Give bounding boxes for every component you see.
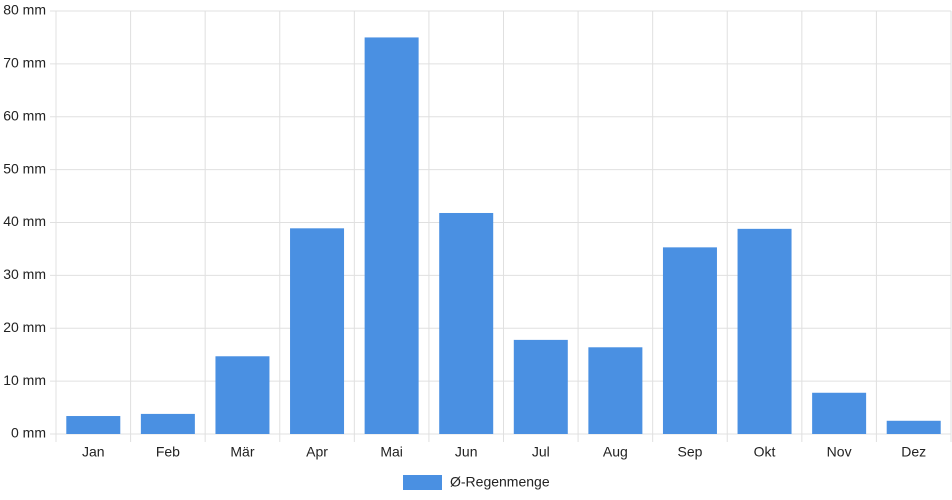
bar (513, 339, 568, 434)
y-tick-label: 70 mm (3, 55, 46, 71)
x-tick-label: Nov (827, 444, 852, 460)
x-tick-label: Aug (603, 444, 628, 460)
x-tick-label: Feb (156, 444, 180, 460)
x-tick-label: Mär (230, 444, 254, 460)
y-tick-label: 40 mm (3, 213, 46, 229)
y-tick-label: 30 mm (3, 266, 46, 282)
x-tick-label: Okt (754, 444, 776, 460)
x-tick-label: Apr (306, 444, 328, 460)
bar (737, 228, 792, 434)
bar (66, 416, 121, 434)
x-tick-label: Jun (455, 444, 478, 460)
x-tick-label: Dez (901, 444, 926, 460)
bar (439, 212, 494, 434)
y-tick-label: 80 mm (3, 2, 46, 18)
bar (886, 420, 941, 434)
y-tick-label: 60 mm (3, 107, 46, 123)
bar (215, 356, 270, 434)
x-tick-label: Sep (677, 444, 702, 460)
legend-label: Ø-Regenmenge (450, 474, 550, 490)
y-tick-label: 20 mm (3, 319, 46, 335)
y-tick-label: 50 mm (3, 160, 46, 176)
bar (290, 228, 345, 434)
x-tick-label: Jan (82, 444, 105, 460)
x-tick-label: Jul (532, 444, 550, 460)
bar (662, 247, 717, 434)
legend-swatch (403, 475, 442, 490)
y-tick-label: 0 mm (11, 425, 46, 441)
bar (812, 392, 867, 434)
bar (140, 413, 195, 434)
x-tick-label: Mai (380, 444, 403, 460)
y-tick-label: 10 mm (3, 372, 46, 388)
bar (364, 37, 419, 434)
bar (588, 347, 643, 434)
